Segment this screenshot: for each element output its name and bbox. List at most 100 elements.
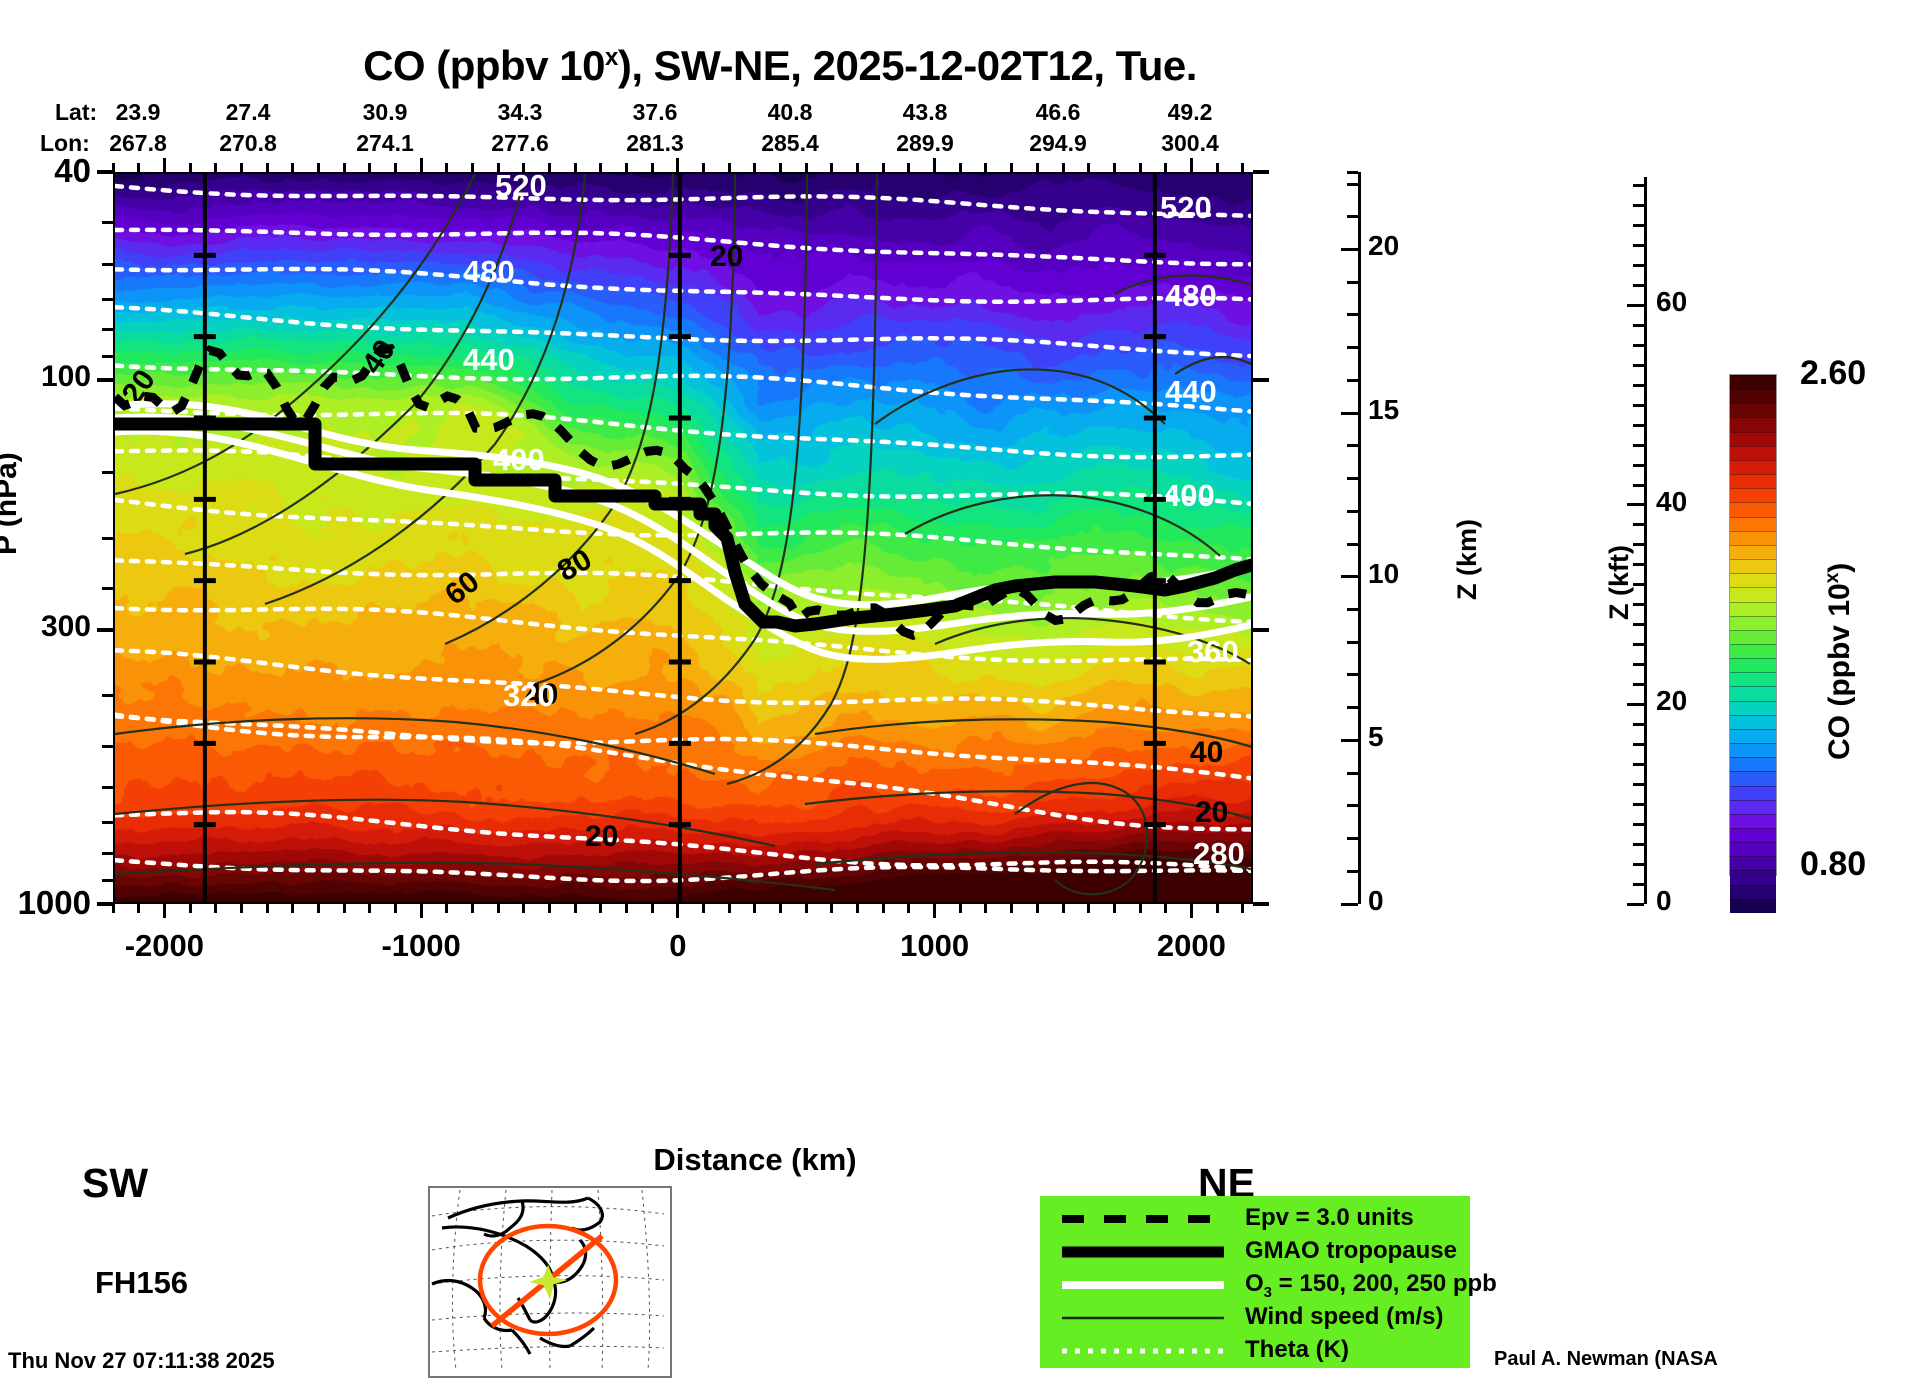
z-kft-tick: [1633, 722, 1644, 726]
x-tick: [111, 904, 115, 913]
x-tick-top: [291, 163, 295, 172]
z-kft-tick: [1633, 383, 1644, 387]
x-tick: [1035, 904, 1039, 913]
x-tick-top: [599, 163, 603, 172]
z-kft-tick: [1627, 702, 1644, 706]
z-kft-tick: [1633, 244, 1644, 248]
y-minor-tick: [102, 786, 113, 790]
wind-speed-label: 20: [710, 240, 743, 273]
theta-contour-label: 520: [1160, 190, 1212, 225]
x-tick: [1087, 904, 1091, 913]
x-tick: [984, 904, 988, 913]
lat-value: 40.8: [767, 99, 813, 125]
z-kft-tick: [1633, 403, 1644, 407]
wind-speed-contour: [115, 717, 716, 776]
lat-row-label: Lat:: [55, 99, 98, 125]
colorbar-segment: [1730, 375, 1776, 390]
z-kft-tick: [1633, 782, 1644, 786]
pressure-tick-label: 100: [40, 360, 91, 394]
colorbar-segment: [1730, 884, 1776, 899]
x-tick: [727, 904, 731, 913]
z-kft-tick: [1633, 762, 1644, 766]
z-km-tick: [1347, 182, 1358, 186]
x-tick: [316, 904, 320, 913]
theta-contour: [115, 648, 1251, 719]
x-tick: [933, 904, 937, 918]
wind-speed-contour: [1114, 274, 1251, 295]
wind-speed-contour: [1014, 781, 1149, 896]
y-minor-tick: [102, 297, 113, 301]
x-tick-top: [265, 163, 269, 172]
x-tick: [573, 904, 577, 913]
legend-label-subscript: 3: [1263, 1283, 1273, 1301]
wind-speed-contour: [874, 368, 1166, 425]
colorbar-segment: [1730, 672, 1776, 687]
x-tick-top: [1164, 163, 1168, 172]
x-tick: [625, 904, 628, 913]
x-tick-top: [239, 163, 243, 172]
z-km-axis-title: Z (km): [1452, 519, 1482, 600]
x-tick-top: [522, 163, 526, 172]
x-tick-top: [137, 163, 141, 172]
distance-tick-label: -1000: [381, 928, 461, 963]
lat-value: 23.9: [115, 99, 161, 125]
y-minor-tick: [102, 354, 113, 358]
colorbar-segment: [1730, 403, 1776, 418]
colorbar-segment: [1730, 643, 1776, 659]
colorbar-title: CO (ppbv 10x): [1822, 563, 1857, 760]
z-kft-tick: [1633, 443, 1644, 447]
colorbar-title-exponent: x: [1822, 572, 1843, 584]
x-tick: [188, 904, 192, 913]
wind-speed-contour: [726, 174, 879, 786]
theta-contour: [115, 605, 1251, 664]
x-tick-top: [1010, 163, 1014, 172]
x-tick: [522, 904, 526, 913]
z-km-tick: [1347, 346, 1358, 350]
legend-label-before: O: [1245, 1270, 1264, 1297]
author-credit: Paul A. Newman (NASA: [1494, 1348, 1718, 1370]
theta-contour: [115, 227, 1251, 267]
z-kft-tick: [1627, 303, 1644, 307]
x-tick: [958, 904, 962, 913]
y-major-tick-right: [1253, 378, 1269, 383]
lon-value: 270.8: [219, 130, 277, 156]
z-km-tick: [1341, 247, 1358, 251]
lat-value: 46.6: [1035, 99, 1081, 125]
colorbar-segment: [1730, 686, 1776, 701]
theta-contour-label: 440: [463, 342, 515, 377]
x-tick: [599, 904, 603, 913]
lon-value: 294.9: [1029, 130, 1087, 156]
forecast-hour-label: FH156: [95, 1265, 189, 1300]
wind-speed-contour: [814, 718, 1251, 748]
y-minor-tick: [102, 262, 113, 266]
z-km-tick: [1347, 509, 1358, 513]
x-tick-top: [984, 163, 988, 172]
legend-item-label: Wind speed (m/s): [1245, 1303, 1444, 1330]
legend-line-sample: [1058, 1268, 1228, 1301]
x-tick-top: [111, 163, 115, 172]
x-tick: [470, 904, 474, 913]
x-tick: [881, 904, 885, 913]
z-kft-tick: [1633, 882, 1644, 886]
x-tick-top: [1189, 158, 1193, 172]
distance-tick-label: -2000: [124, 928, 204, 963]
colorbar-segment: [1730, 474, 1776, 489]
lon-value: 300.4: [1161, 130, 1219, 156]
colorbar-segment: [1730, 601, 1776, 616]
z-km-tick-label: 5: [1368, 721, 1384, 753]
legend-item-label: Epv = 3.0 units: [1245, 1204, 1414, 1231]
x-tick-top: [470, 163, 474, 172]
lat-value: 43.8: [902, 99, 948, 125]
colorbar-segment: [1730, 615, 1776, 630]
z-km-tick: [1341, 575, 1358, 579]
lon-value: 277.6: [491, 130, 549, 156]
title-exponent: x: [604, 44, 618, 71]
cross-section-plot[interactable]: 20 40 60 80 40 20 20 40 20 520 520 480 480 440 440 400 4…: [113, 172, 1253, 904]
z-kft-tick: [1633, 204, 1644, 208]
lat-value: 37.6: [632, 99, 678, 125]
colorbar-segment: [1730, 445, 1776, 460]
y-minor-tick: [102, 694, 113, 698]
locator-map-inset[interactable]: [428, 1186, 672, 1378]
x-tick-top: [804, 163, 808, 172]
z-kft-axis-line: [1644, 177, 1647, 904]
